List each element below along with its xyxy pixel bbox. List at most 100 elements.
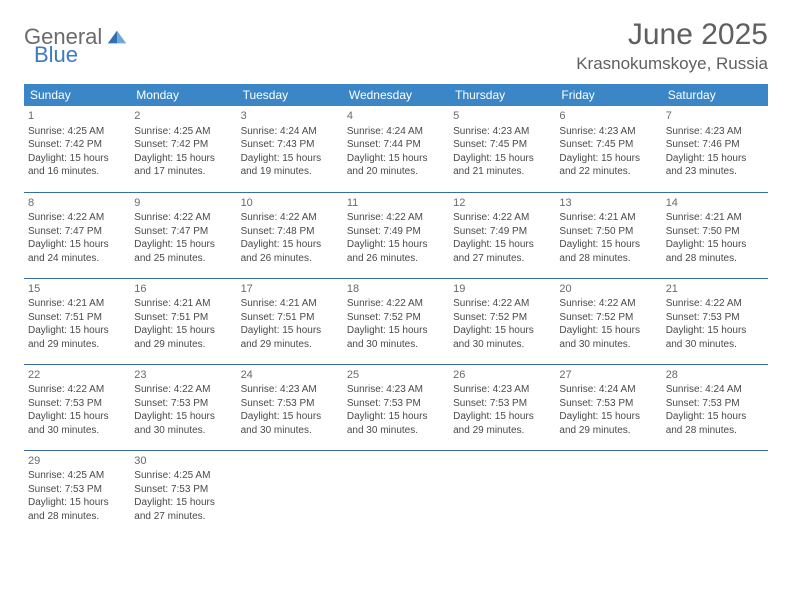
daylight-text: Daylight: 15 hours [666,238,764,252]
sunset-text: Sunset: 7:53 PM [134,397,232,411]
daylight-text: and 30 minutes. [347,424,445,438]
calendar-cell: 20Sunrise: 4:22 AMSunset: 7:52 PMDayligh… [555,278,661,364]
sunrise-text: Sunrise: 4:23 AM [453,383,551,397]
daylight-text: Daylight: 15 hours [559,410,657,424]
daylight-text: Daylight: 15 hours [134,496,232,510]
dayname-5: Friday [555,84,661,106]
daylight-text: and 29 minutes. [28,338,126,352]
sunset-text: Sunset: 7:49 PM [347,225,445,239]
calendar-cell [555,450,661,536]
day-number: 23 [134,368,232,383]
daylight-text: and 16 minutes. [28,165,126,179]
calendar-cell: 8Sunrise: 4:22 AMSunset: 7:47 PMDaylight… [24,192,130,278]
daylight-text: Daylight: 15 hours [241,152,339,166]
sunset-text: Sunset: 7:52 PM [559,311,657,325]
calendar-cell: 27Sunrise: 4:24 AMSunset: 7:53 PMDayligh… [555,364,661,450]
day-number: 3 [241,109,339,124]
sunrise-text: Sunrise: 4:22 AM [559,297,657,311]
daylight-text: Daylight: 15 hours [134,410,232,424]
day-number: 24 [241,368,339,383]
daylight-text: Daylight: 15 hours [28,324,126,338]
daylight-text: Daylight: 15 hours [28,496,126,510]
day-number: 19 [453,282,551,297]
daylight-text: and 30 minutes. [134,424,232,438]
day-number: 8 [28,196,126,211]
calendar-cell: 14Sunrise: 4:21 AMSunset: 7:50 PMDayligh… [662,192,768,278]
page-title: June 2025 [576,18,768,52]
daylight-text: and 26 minutes. [241,252,339,266]
sunset-text: Sunset: 7:50 PM [559,225,657,239]
daylight-text: Daylight: 15 hours [134,152,232,166]
sunrise-text: Sunrise: 4:22 AM [134,211,232,225]
daylight-text: Daylight: 15 hours [134,324,232,338]
daylight-text: and 30 minutes. [559,338,657,352]
calendar-cell: 23Sunrise: 4:22 AMSunset: 7:53 PMDayligh… [130,364,236,450]
daylight-text: and 22 minutes. [559,165,657,179]
daylight-text: Daylight: 15 hours [347,410,445,424]
sunset-text: Sunset: 7:53 PM [347,397,445,411]
dayname-0: Sunday [24,84,130,106]
calendar-cell: 17Sunrise: 4:21 AMSunset: 7:51 PMDayligh… [237,278,343,364]
daylight-text: and 30 minutes. [347,338,445,352]
daylight-text: Daylight: 15 hours [666,410,764,424]
day-number: 16 [134,282,232,297]
header: General June 2025 Krasnokumskoye, Russia [24,18,768,74]
sunrise-text: Sunrise: 4:22 AM [28,383,126,397]
calendar-cell: 6Sunrise: 4:23 AMSunset: 7:45 PMDaylight… [555,106,661,192]
sunset-text: Sunset: 7:52 PM [347,311,445,325]
calendar-row: 29Sunrise: 4:25 AMSunset: 7:53 PMDayligh… [24,450,768,536]
day-number: 26 [453,368,551,383]
daylight-text: Daylight: 15 hours [666,324,764,338]
day-number: 28 [666,368,764,383]
sunrise-text: Sunrise: 4:23 AM [347,383,445,397]
daylight-text: and 19 minutes. [241,165,339,179]
calendar-cell: 19Sunrise: 4:22 AMSunset: 7:52 PMDayligh… [449,278,555,364]
day-number: 17 [241,282,339,297]
sunset-text: Sunset: 7:42 PM [28,138,126,152]
sunset-text: Sunset: 7:51 PM [241,311,339,325]
logo-mark-icon [106,28,128,46]
dayname-2: Tuesday [237,84,343,106]
daylight-text: Daylight: 15 hours [453,152,551,166]
sunrise-text: Sunrise: 4:21 AM [134,297,232,311]
daylight-text: and 20 minutes. [347,165,445,179]
calendar-cell: 21Sunrise: 4:22 AMSunset: 7:53 PMDayligh… [662,278,768,364]
day-number: 5 [453,109,551,124]
day-number: 21 [666,282,764,297]
calendar-cell: 9Sunrise: 4:22 AMSunset: 7:47 PMDaylight… [130,192,236,278]
sunrise-text: Sunrise: 4:21 AM [28,297,126,311]
daylight-text: and 24 minutes. [28,252,126,266]
daylight-text: Daylight: 15 hours [559,324,657,338]
logo-word2: Blue [34,42,78,67]
daylight-text: Daylight: 15 hours [559,152,657,166]
daylight-text: and 27 minutes. [453,252,551,266]
daylight-text: and 25 minutes. [134,252,232,266]
calendar-cell: 25Sunrise: 4:23 AMSunset: 7:53 PMDayligh… [343,364,449,450]
calendar-cell: 22Sunrise: 4:22 AMSunset: 7:53 PMDayligh… [24,364,130,450]
sunset-text: Sunset: 7:46 PM [666,138,764,152]
day-number: 1 [28,109,126,124]
sunrise-text: Sunrise: 4:23 AM [559,125,657,139]
sunset-text: Sunset: 7:52 PM [453,311,551,325]
daylight-text: and 23 minutes. [666,165,764,179]
calendar-cell: 4Sunrise: 4:24 AMSunset: 7:44 PMDaylight… [343,106,449,192]
sunset-text: Sunset: 7:53 PM [241,397,339,411]
sunrise-text: Sunrise: 4:25 AM [134,469,232,483]
day-number: 20 [559,282,657,297]
daylight-text: Daylight: 15 hours [347,238,445,252]
dayname-6: Saturday [662,84,768,106]
day-number: 4 [347,109,445,124]
calendar-cell: 3Sunrise: 4:24 AMSunset: 7:43 PMDaylight… [237,106,343,192]
daylight-text: Daylight: 15 hours [28,410,126,424]
sunset-text: Sunset: 7:51 PM [28,311,126,325]
daylight-text: Daylight: 15 hours [559,238,657,252]
daylight-text: Daylight: 15 hours [347,152,445,166]
calendar-cell [343,450,449,536]
sunrise-text: Sunrise: 4:22 AM [347,211,445,225]
calendar-table: Sunday Monday Tuesday Wednesday Thursday… [24,84,768,536]
daylight-text: and 27 minutes. [134,510,232,524]
sunset-text: Sunset: 7:47 PM [28,225,126,239]
calendar-cell [237,450,343,536]
sunset-text: Sunset: 7:53 PM [666,397,764,411]
sunrise-text: Sunrise: 4:23 AM [453,125,551,139]
